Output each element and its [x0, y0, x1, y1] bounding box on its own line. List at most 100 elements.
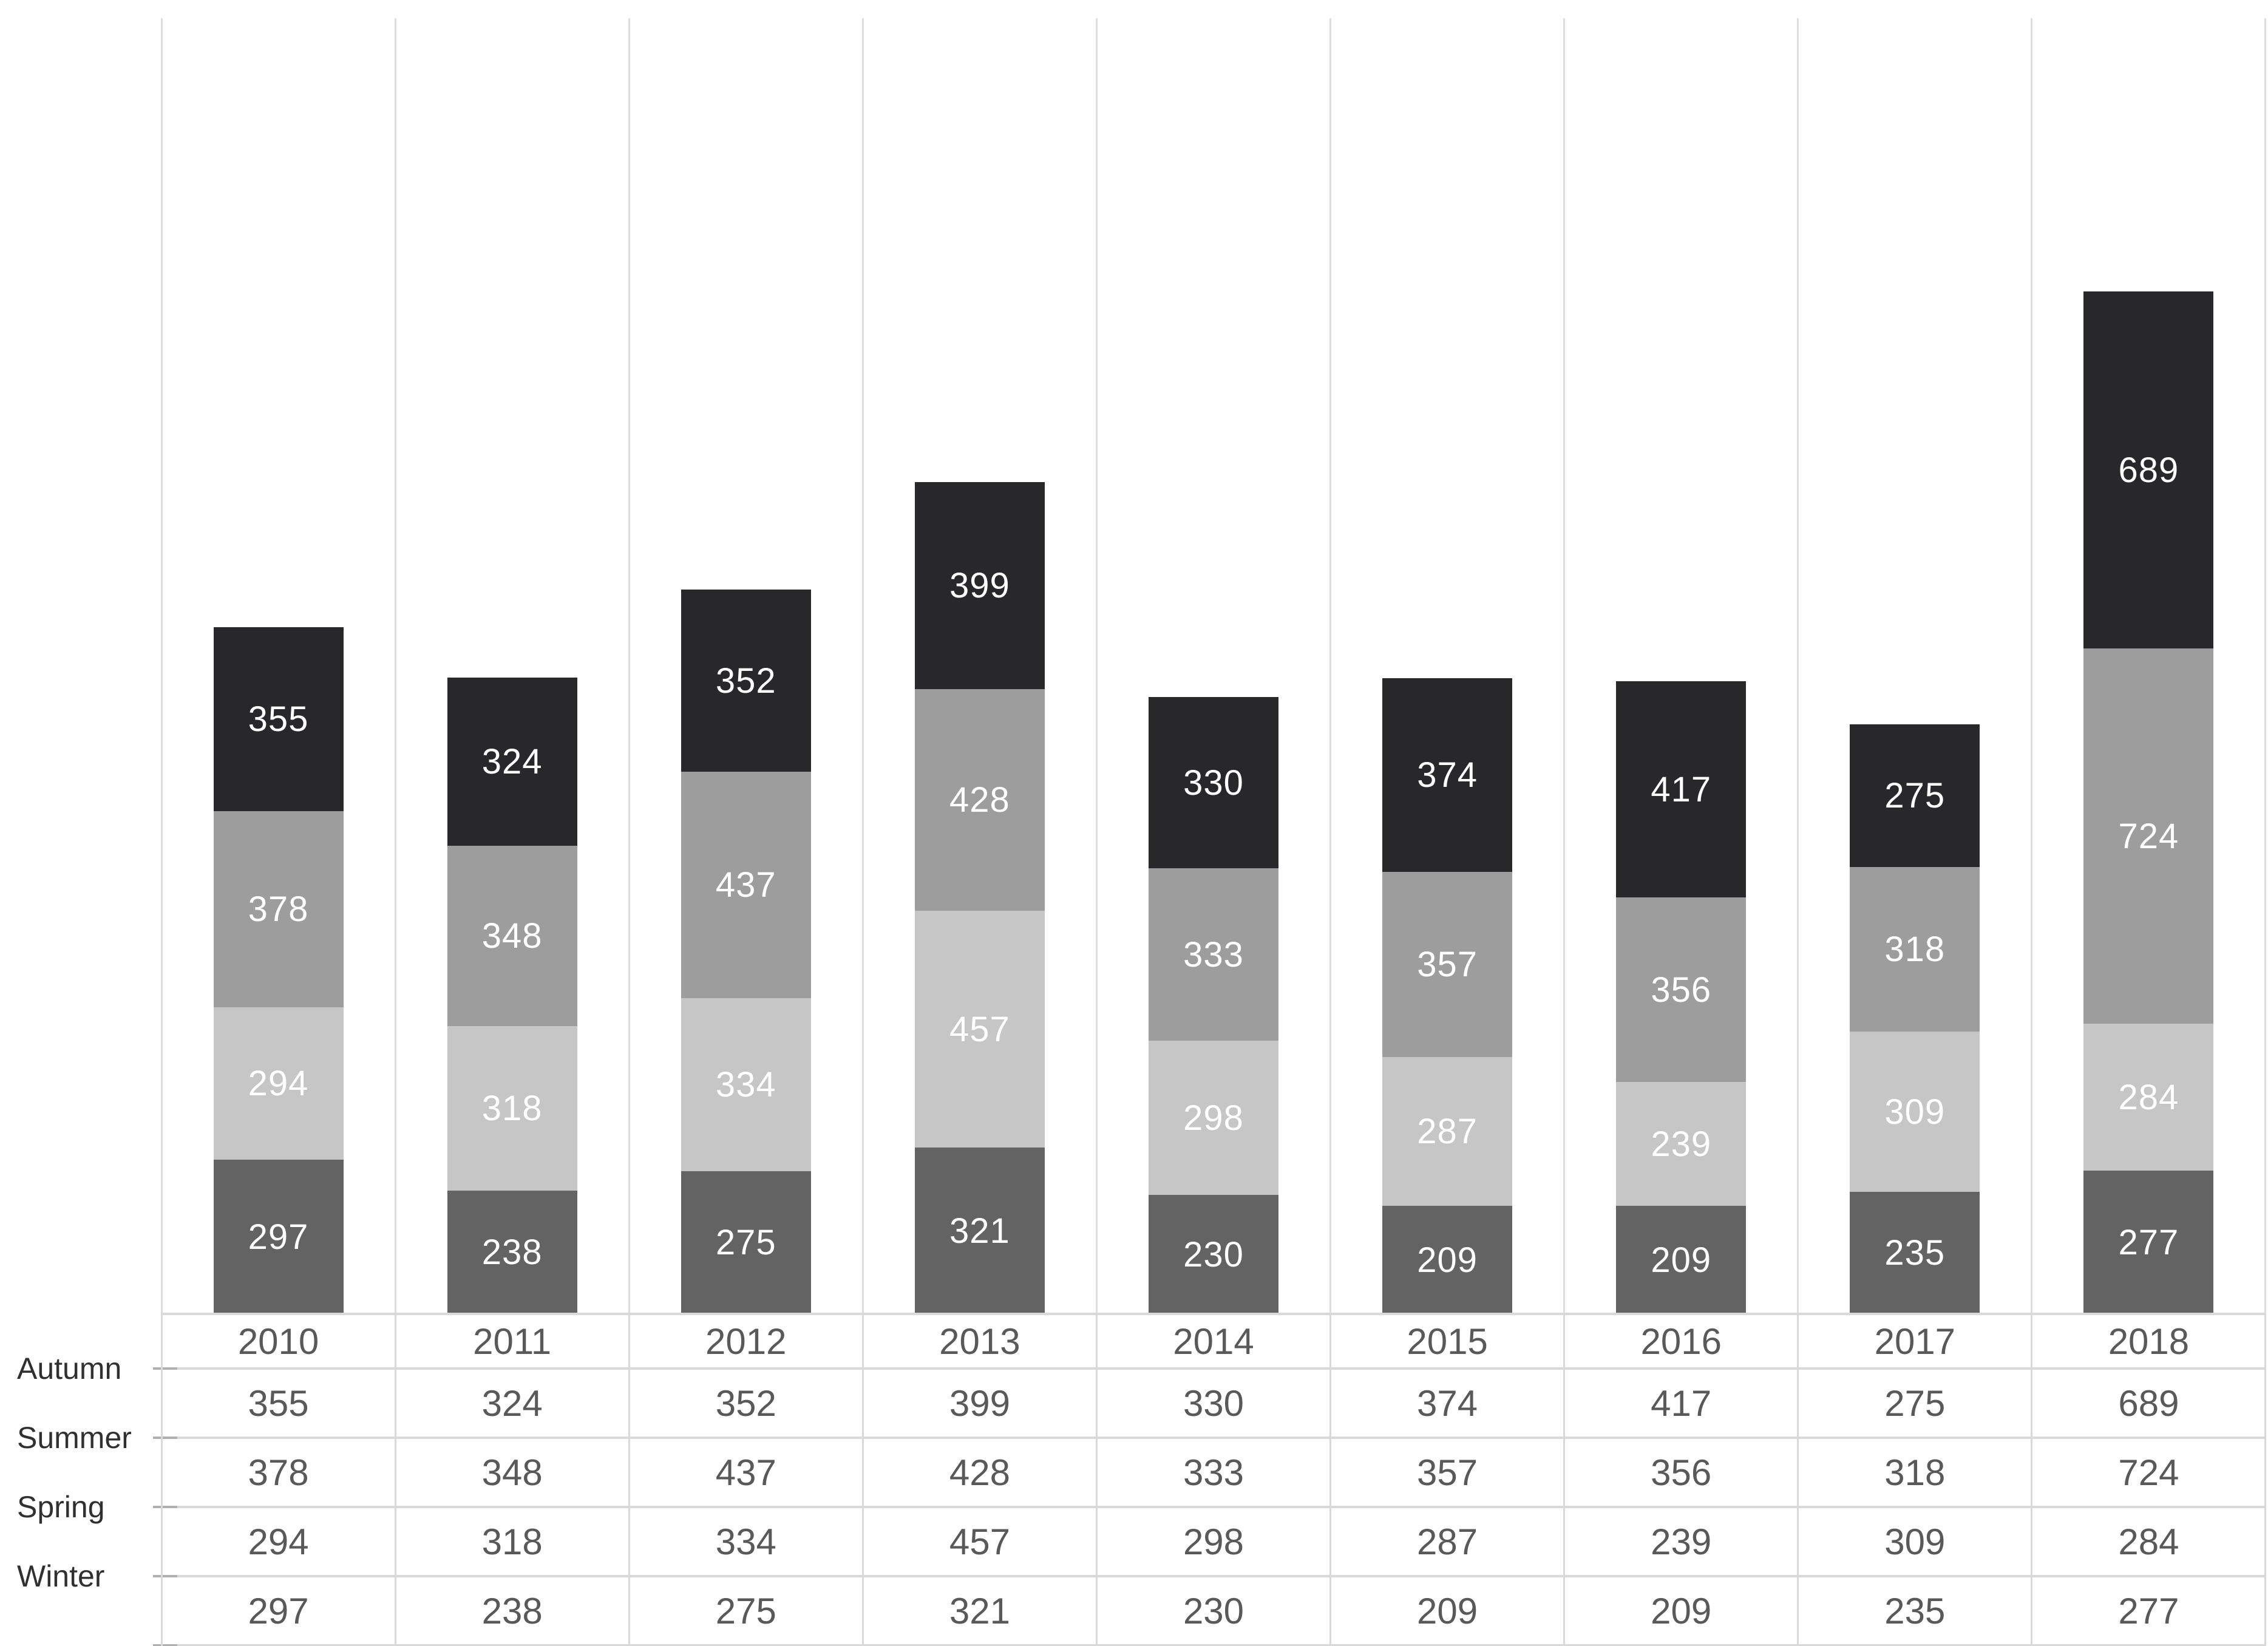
bar-value-label: 287	[1417, 1112, 1478, 1151]
bar-value-label: 209	[1417, 1240, 1478, 1280]
bar-segment-autumn-2012: 352	[681, 590, 811, 772]
row-label-summer: Summer	[17, 1421, 132, 1455]
table-cell-spring-2011: 318	[481, 1521, 543, 1562]
year-header-cell: 2016	[1640, 1321, 1722, 1362]
bar-segment-winter-2012: 275	[681, 1171, 811, 1314]
bar-value-label: 724	[2118, 816, 2179, 856]
bar-value-label: 457	[949, 1009, 1010, 1049]
table-cell-spring-2016: 239	[1651, 1521, 1712, 1562]
bar-segment-summer-2017: 318	[1850, 867, 1980, 1032]
year-header-cell: 2014	[1173, 1321, 1254, 1362]
bar-value-label: 324	[481, 742, 543, 781]
axis-tick-mark	[153, 1437, 177, 1439]
bar-value-label: 318	[481, 1089, 543, 1128]
bar-segment-autumn-2017: 275	[1850, 724, 1980, 867]
year-header-cell: 2017	[1874, 1321, 1956, 1362]
bar-value-label: 333	[1183, 934, 1244, 974]
gridline	[1329, 18, 1332, 1314]
table-horizontal-border	[161, 1644, 2266, 1646]
bar-segment-autumn-2014: 330	[1148, 697, 1278, 868]
year-header-cell: 2015	[1407, 1321, 1488, 1362]
bar-segment-summer-2011: 348	[447, 846, 577, 1026]
bar-value-label: 399	[949, 566, 1010, 605]
bar-segment-winter-2010: 297	[213, 1160, 344, 1314]
table-cell-autumn-2017: 275	[1884, 1382, 1946, 1424]
table-cell-spring-2018: 284	[2118, 1521, 2179, 1562]
table-vertical-border	[1563, 1313, 1566, 1646]
bar-value-label: 275	[1884, 776, 1946, 815]
bar-segment-summer-2012: 437	[681, 772, 811, 998]
bar-value-label: 238	[481, 1233, 543, 1272]
table-cell-winter-2010: 297	[248, 1590, 309, 1631]
table-horizontal-border	[161, 1313, 2266, 1315]
table-cell-autumn-2011: 324	[481, 1382, 543, 1424]
table-cell-summer-2016: 356	[1651, 1452, 1712, 1493]
bar-segment-winter-2016: 209	[1616, 1206, 1747, 1314]
table-cell-winter-2017: 235	[1884, 1590, 1946, 1631]
bar-value-label: 230	[1183, 1234, 1244, 1274]
bar-segment-spring-2012: 334	[681, 998, 811, 1171]
bar-value-label: 318	[1884, 930, 1946, 969]
row-label-winter: Winter	[17, 1559, 105, 1593]
year-header-cell: 2010	[237, 1321, 319, 1362]
gridline	[394, 18, 396, 1314]
row-label-spring: Spring	[17, 1490, 105, 1524]
bar-value-label: 309	[1884, 1092, 1946, 1132]
bar-value-label: 209	[1651, 1240, 1712, 1280]
table-vertical-border	[1329, 1313, 1332, 1646]
bar-segment-spring-2017: 309	[1850, 1032, 1980, 1192]
bar-segment-winter-2017: 235	[1850, 1192, 1980, 1314]
year-header-cell: 2011	[473, 1321, 552, 1362]
bar-value-label: 355	[248, 699, 309, 739]
table-vertical-border	[628, 1313, 630, 1646]
axis-tick-mark	[153, 1506, 177, 1508]
bar-segment-spring-2018: 284	[2083, 1024, 2214, 1171]
table-cell-winter-2014: 230	[1183, 1590, 1244, 1631]
gridline	[1563, 18, 1566, 1314]
table-cell-spring-2014: 298	[1183, 1521, 1244, 1562]
year-header-cell: 2018	[2108, 1321, 2190, 1362]
table-cell-summer-2018: 724	[2118, 1452, 2179, 1493]
year-header-cell: 2012	[705, 1321, 787, 1362]
table-cell-spring-2017: 309	[1884, 1521, 1946, 1562]
table-cell-spring-2015: 287	[1417, 1521, 1478, 1562]
bar-segment-summer-2013: 428	[914, 689, 1045, 911]
table-cell-autumn-2012: 352	[715, 1382, 776, 1424]
table-cell-summer-2010: 378	[248, 1452, 309, 1493]
table-cell-winter-2016: 209	[1651, 1590, 1712, 1631]
bar-segment-spring-2013: 457	[914, 911, 1045, 1148]
bar-segment-winter-2013: 321	[914, 1148, 1045, 1314]
bar-value-label: 356	[1651, 970, 1712, 1010]
table-cell-summer-2013: 428	[949, 1452, 1010, 1493]
bar-segment-summer-2018: 724	[2083, 648, 2214, 1024]
table-cell-autumn-2015: 374	[1417, 1382, 1478, 1424]
bar-segment-spring-2011: 318	[447, 1026, 577, 1191]
table-vertical-border	[1095, 1313, 1098, 1646]
bar-segment-summer-2014: 333	[1148, 868, 1278, 1041]
row-label-autumn: Autumn	[17, 1352, 122, 1386]
table-cell-winter-2011: 238	[481, 1590, 543, 1631]
bar-segment-autumn-2010: 355	[213, 627, 344, 811]
bar-segment-winter-2014: 230	[1148, 1195, 1278, 1314]
table-cell-summer-2015: 357	[1417, 1452, 1478, 1493]
bar-segment-summer-2010: 378	[213, 811, 344, 1007]
axis-tick-mark	[153, 1575, 177, 1577]
table-cell-winter-2012: 275	[715, 1590, 776, 1631]
bar-value-label: 330	[1183, 763, 1244, 803]
bar-value-label: 275	[715, 1223, 776, 1262]
table-cell-winter-2013: 321	[949, 1590, 1010, 1631]
table-horizontal-border	[161, 1437, 2266, 1439]
table-cell-spring-2010: 294	[248, 1521, 309, 1562]
table-cell-summer-2017: 318	[1884, 1452, 1946, 1493]
table-vertical-border	[2264, 1313, 2267, 1646]
bar-segment-spring-2015: 287	[1382, 1057, 1513, 1206]
bar-value-label: 239	[1651, 1124, 1712, 1164]
bar-segment-spring-2014: 298	[1148, 1041, 1278, 1195]
bar-value-label: 378	[248, 889, 309, 929]
bar-value-label: 352	[715, 661, 776, 701]
table-vertical-border	[394, 1313, 396, 1646]
bar-segment-autumn-2011: 324	[447, 678, 577, 846]
